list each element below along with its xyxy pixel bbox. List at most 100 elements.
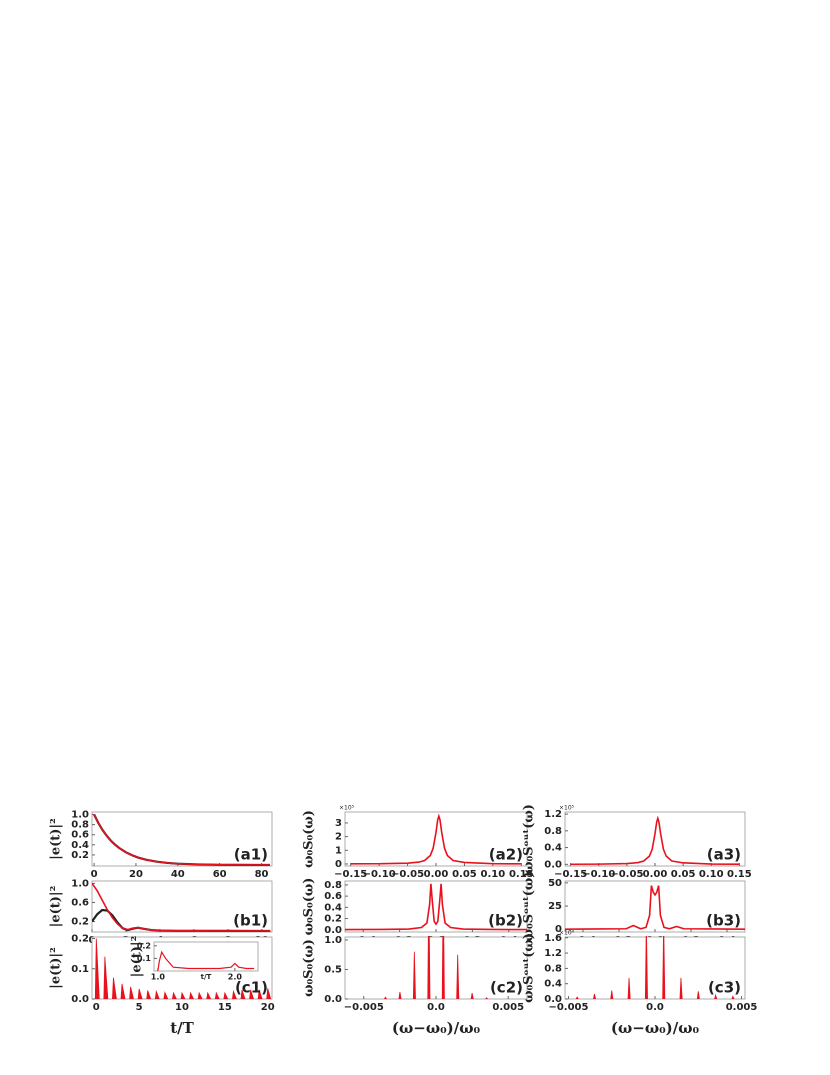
x-tick-label: 0: [91, 869, 98, 880]
panel-label: (a2): [489, 846, 523, 864]
x-tick-label: 0.15: [509, 869, 534, 880]
spike: [146, 990, 152, 999]
plot-frame: [91, 811, 273, 867]
y-tick-label: 0.1: [137, 954, 152, 963]
spike: [249, 989, 254, 999]
x-tick-label: 40: [171, 869, 185, 880]
x-tick-label: 10: [175, 1002, 189, 1013]
spike: [120, 983, 126, 999]
spike: [214, 991, 220, 999]
y-tick-label: 1: [335, 845, 342, 856]
panel-label: (b1): [233, 912, 268, 930]
y-tick-label: 0.0: [324, 994, 342, 1005]
spike: [94, 938, 100, 999]
y-tick-label: 0.5: [324, 964, 342, 975]
spike: [189, 991, 195, 999]
spike: [662, 936, 666, 999]
y-tick-label: 0.2: [71, 934, 89, 945]
y-tick-label: 0.2: [324, 914, 342, 925]
spike: [129, 986, 134, 999]
spike: [398, 991, 402, 999]
spike: [154, 989, 160, 999]
y-tick-label: 0.4: [544, 843, 562, 854]
y-axis-title: ω₀Sᵒᵘᵗ(ω): [522, 933, 537, 1003]
y-tick-label: 0.8: [324, 880, 342, 891]
spike: [731, 995, 735, 999]
spike: [240, 989, 246, 999]
y-tick-label: 0.0: [71, 994, 89, 1005]
y-tick-label: 1.0: [71, 810, 89, 821]
x-tick-label: 0.0: [427, 1002, 445, 1013]
y-tick-label: 1.0: [71, 878, 89, 889]
x-axis-title: t/T: [201, 973, 212, 981]
x-tick-label: −0.10: [363, 869, 396, 880]
x-tick-label: −0.005: [344, 1002, 384, 1013]
y-axis-title: |e(t)|²: [130, 936, 145, 978]
x-tick-label: 0.005: [726, 1002, 758, 1013]
spike: [206, 991, 212, 999]
y-tick-label: 0.4: [544, 979, 562, 990]
x-tick-label: 0.10: [699, 869, 724, 880]
x-axis-title: (ω−ω₀)/ω₀: [392, 1019, 481, 1037]
spike: [679, 977, 683, 999]
y-tick-label: 0: [555, 924, 562, 935]
x-tick-label: 0.005: [492, 1002, 524, 1013]
spike: [223, 991, 229, 999]
plot-frame: [153, 941, 259, 972]
panel-label: (c2): [490, 979, 523, 997]
y-tick-label: 1.0: [324, 935, 342, 946]
plot-frame: [344, 936, 528, 1000]
plot-frame: [564, 880, 746, 933]
data-line: [570, 815, 740, 866]
spike: [383, 996, 388, 999]
y-tick-label: 0.4: [324, 902, 342, 913]
y-tick-label: 1.6: [544, 933, 562, 944]
data-line: [93, 814, 270, 866]
spike: [257, 989, 263, 999]
data-line: [92, 882, 271, 932]
spike: [644, 936, 648, 999]
panel-label: (a3): [707, 846, 741, 864]
plot-frame: [564, 936, 746, 1000]
y-tick-label: 0.2: [71, 850, 89, 861]
y-tick-label: 0.8: [544, 826, 562, 837]
x-tick-label: 1.0: [151, 973, 166, 982]
plot-frame: [344, 811, 528, 867]
x-tick-label: −0.05: [610, 869, 643, 880]
spike: [485, 997, 489, 999]
spike: [593, 993, 597, 999]
y-tick-label: 0.0: [544, 994, 562, 1005]
x-axis-title: t/T: [170, 1019, 194, 1037]
x-tick-label: 0.10: [481, 869, 506, 880]
spike: [112, 977, 117, 999]
y-tick-label: 0: [335, 859, 342, 870]
y-tick-label: 0.2: [137, 941, 151, 950]
y-tick-label: 50: [548, 878, 562, 889]
y-tick-label: 2: [335, 832, 342, 843]
x-tick-label: 0.00: [643, 869, 668, 880]
y-tick-label: 0.8: [71, 820, 89, 831]
spike: [180, 991, 186, 999]
spike: [266, 988, 272, 999]
spike: [197, 991, 203, 999]
y-tick-label: 25: [548, 901, 562, 912]
spike: [441, 936, 445, 999]
x-tick-label: 0.05: [671, 869, 696, 880]
x-tick-label: −0.05: [391, 869, 424, 880]
x-tick-label: 0.0: [646, 1002, 664, 1013]
y-tick-label: 0.2: [71, 917, 89, 928]
panel-label: (a1): [234, 846, 268, 864]
spike: [427, 936, 431, 999]
spike: [575, 996, 579, 999]
y-tick-label: 1.2: [544, 809, 562, 820]
x-axis-title: (ω−ω₀)/ω₀: [611, 1019, 700, 1037]
y-tick-label: 0.6: [71, 897, 89, 908]
y-axis-title: ω₀Sᵒᵘᵗ(ω): [522, 804, 537, 874]
x-tick-label: −0.005: [548, 1002, 588, 1013]
y-axis-title: ω₀S₀(ω): [302, 878, 317, 936]
data-line: [350, 813, 522, 865]
spike: [103, 956, 109, 999]
x-tick-label: −0.15: [334, 869, 367, 880]
x-tick-label: 0.05: [452, 869, 477, 880]
